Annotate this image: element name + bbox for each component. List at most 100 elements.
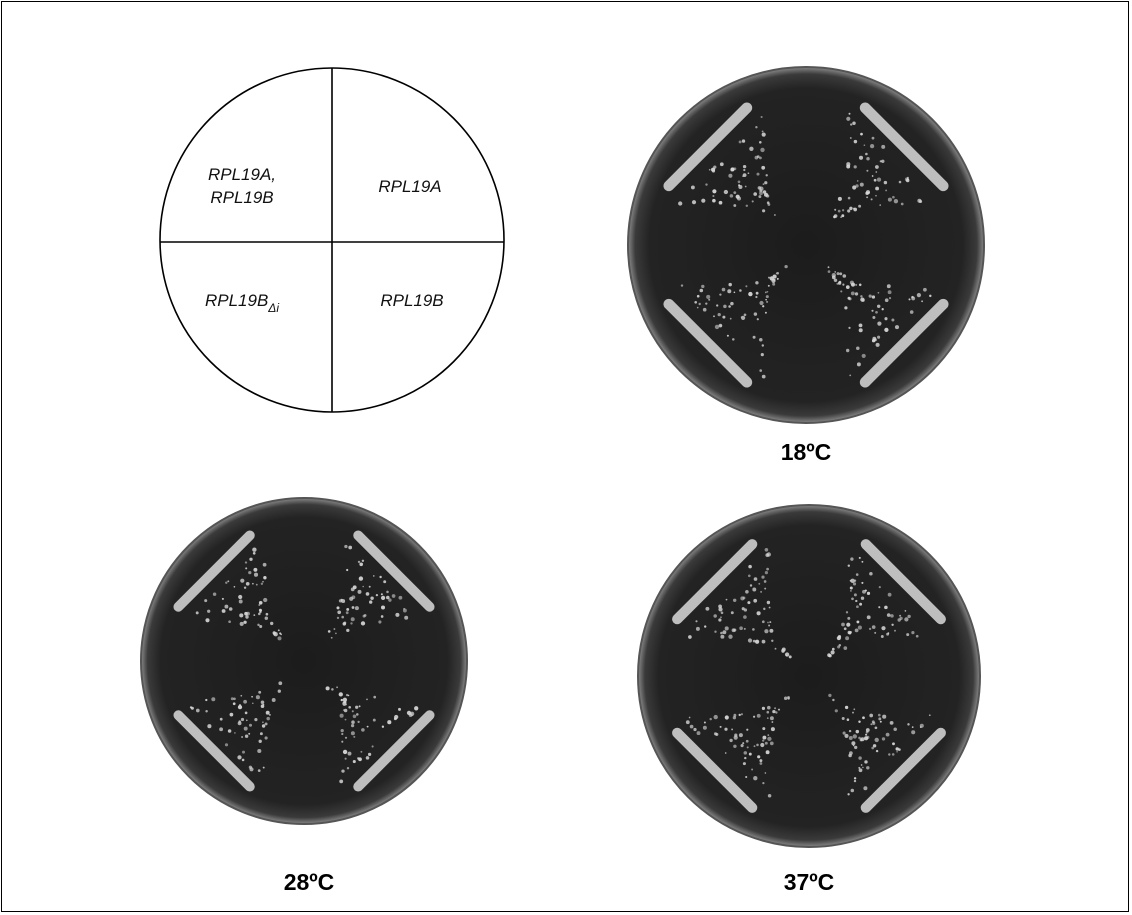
colony	[352, 760, 356, 764]
colony	[350, 622, 353, 625]
colony	[891, 318, 895, 322]
colony	[775, 272, 778, 275]
legend-label-top-left-line2: RPL19B	[210, 188, 273, 207]
colony	[696, 294, 700, 298]
colony	[893, 727, 897, 731]
colony	[205, 698, 208, 702]
colony	[277, 636, 282, 641]
colony	[875, 749, 879, 753]
colony	[853, 708, 856, 711]
colony	[386, 590, 389, 594]
legend-label-top-left-line1: RPL19A,	[208, 165, 276, 184]
colony	[783, 696, 788, 701]
colony	[731, 728, 734, 731]
colony	[896, 750, 898, 753]
colony	[899, 616, 903, 621]
colony	[344, 757, 347, 760]
colony	[331, 688, 334, 691]
colony	[833, 215, 836, 219]
colony	[244, 561, 248, 564]
colony	[844, 306, 848, 310]
colony	[728, 282, 732, 287]
colony	[764, 772, 767, 774]
colony	[350, 587, 355, 592]
colony	[884, 327, 889, 333]
temperature-label-18c: 18ºC	[781, 439, 832, 465]
colony	[713, 614, 717, 618]
colony	[853, 593, 857, 597]
colony	[852, 121, 856, 126]
colony	[890, 614, 894, 618]
colony	[869, 572, 873, 576]
colony	[760, 115, 763, 119]
legend-label-top-right: RPL19A	[378, 177, 441, 196]
colony	[888, 753, 891, 756]
colony	[745, 775, 748, 779]
colony	[881, 308, 884, 311]
colony	[724, 752, 727, 754]
colony	[695, 620, 698, 623]
colony	[851, 597, 854, 601]
colony	[228, 607, 233, 611]
colony	[854, 628, 859, 633]
streak-q3	[859, 102, 949, 192]
colony	[705, 183, 708, 186]
colony	[262, 703, 265, 706]
colony	[852, 582, 857, 586]
plate-18c-streaks	[663, 102, 949, 388]
colony	[758, 140, 762, 144]
colony	[754, 639, 760, 644]
colony	[753, 577, 758, 581]
colony	[409, 711, 415, 716]
colony	[232, 702, 236, 706]
colony	[834, 208, 837, 211]
colony	[269, 714, 271, 716]
colony	[360, 750, 363, 753]
colony	[350, 731, 355, 736]
colony	[858, 328, 863, 333]
colony	[759, 191, 763, 196]
colony	[850, 788, 855, 793]
colony	[358, 757, 362, 762]
colony	[718, 618, 722, 622]
colony	[858, 720, 861, 724]
colony	[360, 621, 366, 626]
colony	[766, 201, 770, 205]
colony	[758, 195, 762, 199]
colony	[257, 623, 260, 627]
colony	[325, 686, 330, 691]
colony	[366, 698, 368, 701]
colony	[744, 185, 747, 188]
colony	[756, 743, 759, 747]
colony	[868, 627, 872, 631]
colony	[881, 737, 886, 741]
colony	[346, 607, 350, 611]
colony	[722, 315, 726, 319]
colony	[761, 706, 766, 711]
colony	[855, 184, 859, 188]
colony	[365, 592, 370, 596]
colony	[716, 304, 719, 307]
colony	[341, 732, 344, 736]
colony	[717, 312, 721, 317]
colony	[767, 734, 770, 736]
colony	[726, 334, 729, 337]
colony	[361, 559, 365, 563]
colony	[404, 615, 409, 620]
colony	[341, 769, 345, 773]
colony	[745, 285, 748, 288]
colony	[760, 590, 763, 593]
colony	[843, 646, 848, 650]
colony	[757, 755, 761, 759]
colony	[738, 713, 741, 717]
colony	[759, 338, 763, 342]
colony	[685, 720, 690, 725]
colony	[842, 283, 845, 286]
colony	[351, 595, 356, 600]
colony	[345, 611, 349, 615]
colony	[845, 611, 849, 614]
colony	[861, 298, 865, 302]
colony	[861, 581, 864, 584]
colony	[720, 611, 724, 615]
